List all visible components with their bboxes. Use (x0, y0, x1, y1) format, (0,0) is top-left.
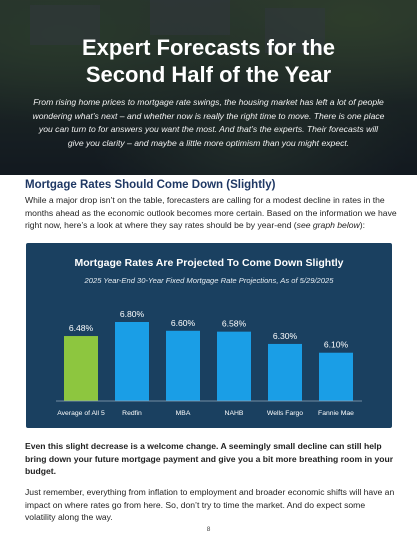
page-title: Expert Forecasts for the Second Half of … (0, 34, 417, 88)
intro-emphasis: see graph below (296, 220, 360, 230)
category-label: Redfin (122, 410, 142, 417)
data-label: 6.80% (120, 309, 145, 319)
bar-wells-fargo (268, 343, 302, 401)
chart-title: Mortgage Rates Are Projected To Come Dow… (74, 257, 344, 269)
data-label: 6.60% (171, 318, 196, 328)
section-heading: Mortgage Rates Should Come Down (Slightl… (25, 179, 276, 191)
bar-redfin (115, 322, 149, 401)
data-label: 6.58% (222, 319, 247, 329)
data-label: 6.48% (69, 323, 94, 333)
bar-chart: 6.48% Average of All 5 6.80% Redfin 6.60% MBA… (56, 309, 362, 417)
hero-overlay (0, 0, 417, 175)
chart-panel: Mortgage Rates Are Projected To Come Dow… (26, 243, 392, 428)
data-label: 6.10% (324, 340, 349, 350)
bar-mba (166, 330, 200, 401)
section-intro: While a major drop isn’t on the table, f… (25, 194, 397, 232)
title-line-1: Expert Forecasts for the (81, 35, 336, 60)
data-label: 6.30% (273, 331, 298, 341)
category-label: NAHB (225, 410, 244, 417)
category-label: Fannie Mae (318, 410, 354, 417)
intro-text: While a major drop isn’t on the table, f… (25, 195, 397, 230)
summary-paragraph: Even this slight decrease is a welcome c… (25, 441, 394, 476)
title-line-2: Second Half of the Year (85, 62, 332, 87)
category-label: Wells Fargo (267, 410, 303, 417)
bar-average-of-all-5 (64, 336, 98, 401)
category-label: Average of All 5 (57, 410, 105, 417)
hero-intro: From rising home prices to mortgage rate… (32, 97, 385, 148)
bar-fannie-mae (319, 352, 353, 401)
hero-banner: Expert Forecasts for the Second Half of … (0, 0, 417, 175)
closing-paragraph: Just remember, everything from inflation… (25, 487, 395, 522)
chart-subtitle: 2025 Year-End 30-Year Fixed Mortgage Rat… (84, 276, 334, 285)
intro-text-end: ): (359, 220, 365, 230)
category-label: MBA (176, 410, 191, 417)
page-number: 8 (206, 526, 211, 533)
bar-nahb (217, 331, 251, 401)
